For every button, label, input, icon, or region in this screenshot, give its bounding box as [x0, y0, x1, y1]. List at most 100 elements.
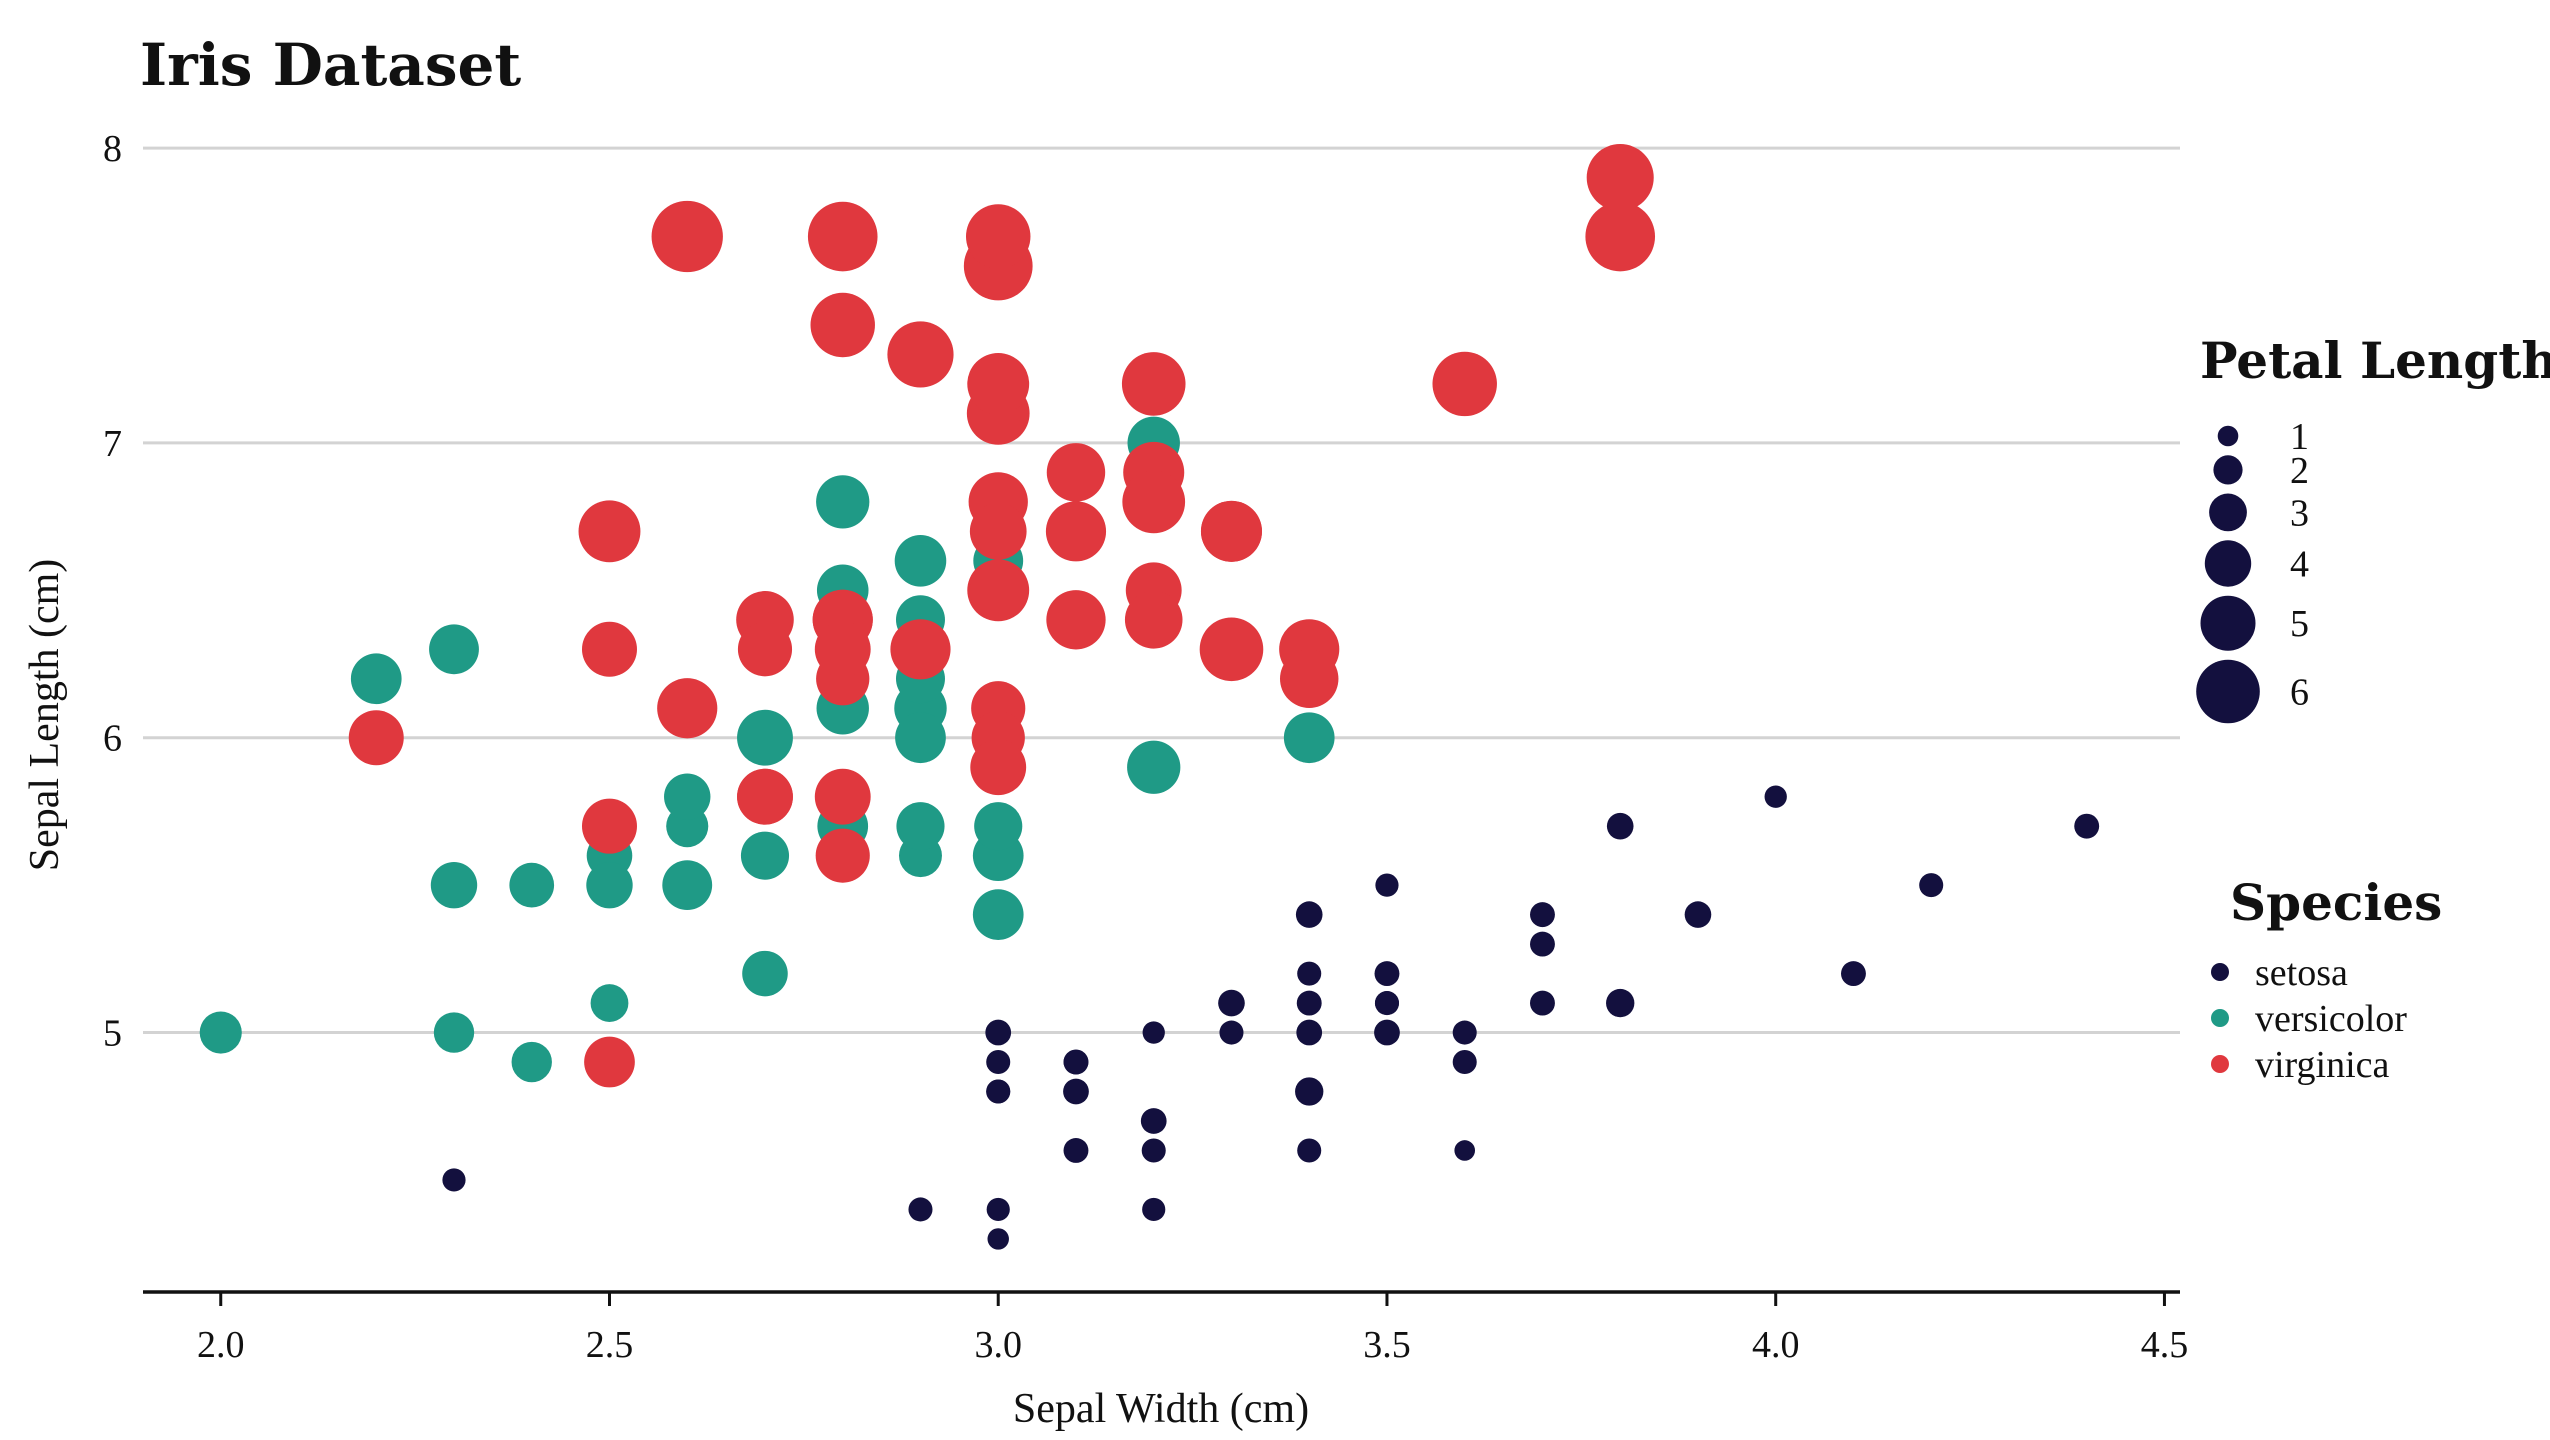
point-virginica — [1046, 590, 1106, 650]
size-legend-label: 6 — [2290, 672, 2309, 714]
point-versicolor — [1127, 740, 1181, 794]
point-setosa — [1296, 1019, 1323, 1046]
x-tick-label: 4.5 — [2141, 1324, 2189, 1366]
point-versicolor — [972, 889, 1024, 940]
point-setosa — [1142, 1021, 1165, 1044]
species-legend-label: versicolor — [2255, 998, 2407, 1040]
point-setosa — [1141, 1138, 1166, 1163]
point-virginica — [1045, 501, 1107, 562]
point-setosa — [1530, 931, 1555, 957]
point-versicolor — [586, 861, 633, 909]
point-virginica — [584, 1036, 635, 1088]
y-tick-label: 6 — [103, 718, 122, 760]
point-setosa — [908, 1197, 933, 1222]
point-setosa — [1063, 1078, 1089, 1105]
point-virginica — [807, 201, 878, 272]
point-virginica — [1432, 351, 1497, 417]
point-virginica — [810, 292, 875, 358]
point-setosa — [1063, 1138, 1089, 1163]
size-legend-swatch — [2200, 595, 2256, 651]
point-setosa — [1452, 1020, 1477, 1045]
x-tick-label: 3.0 — [974, 1324, 1022, 1366]
point-setosa — [1764, 785, 1787, 808]
point-setosa — [1454, 1140, 1476, 1161]
y-tick-label: 8 — [103, 128, 122, 170]
point-virginica — [967, 352, 1030, 415]
point-virginica — [737, 622, 793, 677]
species-legend-swatch — [2211, 1055, 2229, 1073]
point-setosa — [2074, 813, 2100, 839]
species-legend-title: Species — [2230, 873, 2442, 932]
size-legend-title: Petal Length — [2200, 331, 2550, 390]
point-setosa — [1919, 873, 1944, 898]
species-legend-label: virginica — [2255, 1044, 2390, 1086]
point-versicolor — [509, 863, 554, 908]
size-legend-label: 1 — [2290, 416, 2309, 458]
size-legend-label: 3 — [2290, 492, 2309, 534]
x-tick-label: 3.5 — [1363, 1324, 1411, 1366]
x-axis-label: Sepal Width (cm) — [1013, 1386, 1309, 1432]
point-virginica — [1585, 201, 1656, 272]
point-setosa — [442, 1168, 466, 1192]
size-legend-swatch — [2213, 455, 2243, 485]
point-setosa — [1296, 902, 1322, 928]
point-virginica — [651, 200, 723, 273]
point-setosa — [1219, 1020, 1244, 1045]
point-versicolor — [664, 773, 711, 820]
point-virginica — [965, 204, 1031, 269]
point-versicolor — [350, 653, 402, 705]
point-setosa — [986, 1197, 1010, 1222]
point-setosa — [1142, 1197, 1166, 1222]
point-virginica — [1280, 649, 1339, 708]
point-versicolor — [896, 802, 945, 851]
point-virginica — [737, 768, 793, 825]
x-tick-label: 2.0 — [197, 1324, 245, 1366]
point-setosa — [1140, 1108, 1167, 1134]
point-virginica — [657, 678, 718, 739]
point-setosa — [1374, 961, 1400, 987]
point-versicolor — [740, 831, 790, 880]
point-setosa — [1374, 991, 1399, 1016]
point-versicolor — [816, 475, 870, 529]
point-virginica — [814, 621, 871, 678]
species-legend-label: setosa — [2255, 952, 2348, 994]
size-legend-label: 5 — [2290, 603, 2309, 645]
point-setosa — [1296, 990, 1322, 1016]
species-legend-swatch — [2211, 1009, 2229, 1027]
size-legend-swatch — [2217, 425, 2239, 447]
point-setosa — [1295, 1077, 1324, 1106]
chart-title: Iris Dataset — [140, 31, 521, 99]
point-virginica — [815, 828, 870, 883]
point-setosa — [1452, 1050, 1477, 1075]
point-virginica — [1586, 144, 1654, 212]
point-versicolor — [1283, 712, 1335, 764]
point-virginica — [890, 619, 951, 680]
point-versicolor — [662, 860, 713, 911]
point-setosa — [1530, 990, 1555, 1016]
point-versicolor — [590, 984, 629, 1022]
point-virginica — [578, 500, 641, 563]
size-legend-label: 2 — [2290, 450, 2309, 492]
point-versicolor — [894, 535, 947, 587]
point-setosa — [1374, 1019, 1400, 1046]
y-tick-label: 7 — [103, 423, 122, 465]
point-versicolor — [433, 1012, 475, 1053]
point-setosa — [1297, 961, 1322, 986]
size-legend: Petal Length 123 4 5 6 — [2196, 331, 2550, 724]
point-virginica — [581, 621, 637, 677]
x-tick-label: 2.5 — [586, 1324, 634, 1366]
size-legend-swatch — [2209, 493, 2247, 532]
point-virginica — [1122, 470, 1186, 534]
size-legend-swatch — [2196, 659, 2260, 724]
point-versicolor — [429, 624, 479, 675]
point-virginica — [970, 739, 1027, 796]
point-virginica — [887, 321, 954, 388]
x-tick-label: 4.0 — [1752, 1324, 1800, 1366]
point-versicolor — [974, 802, 1023, 851]
y-tick-label: 5 — [103, 1013, 122, 1055]
point-virginica — [969, 561, 1027, 619]
point-setosa — [1218, 989, 1245, 1017]
point-setosa — [985, 1019, 1012, 1046]
